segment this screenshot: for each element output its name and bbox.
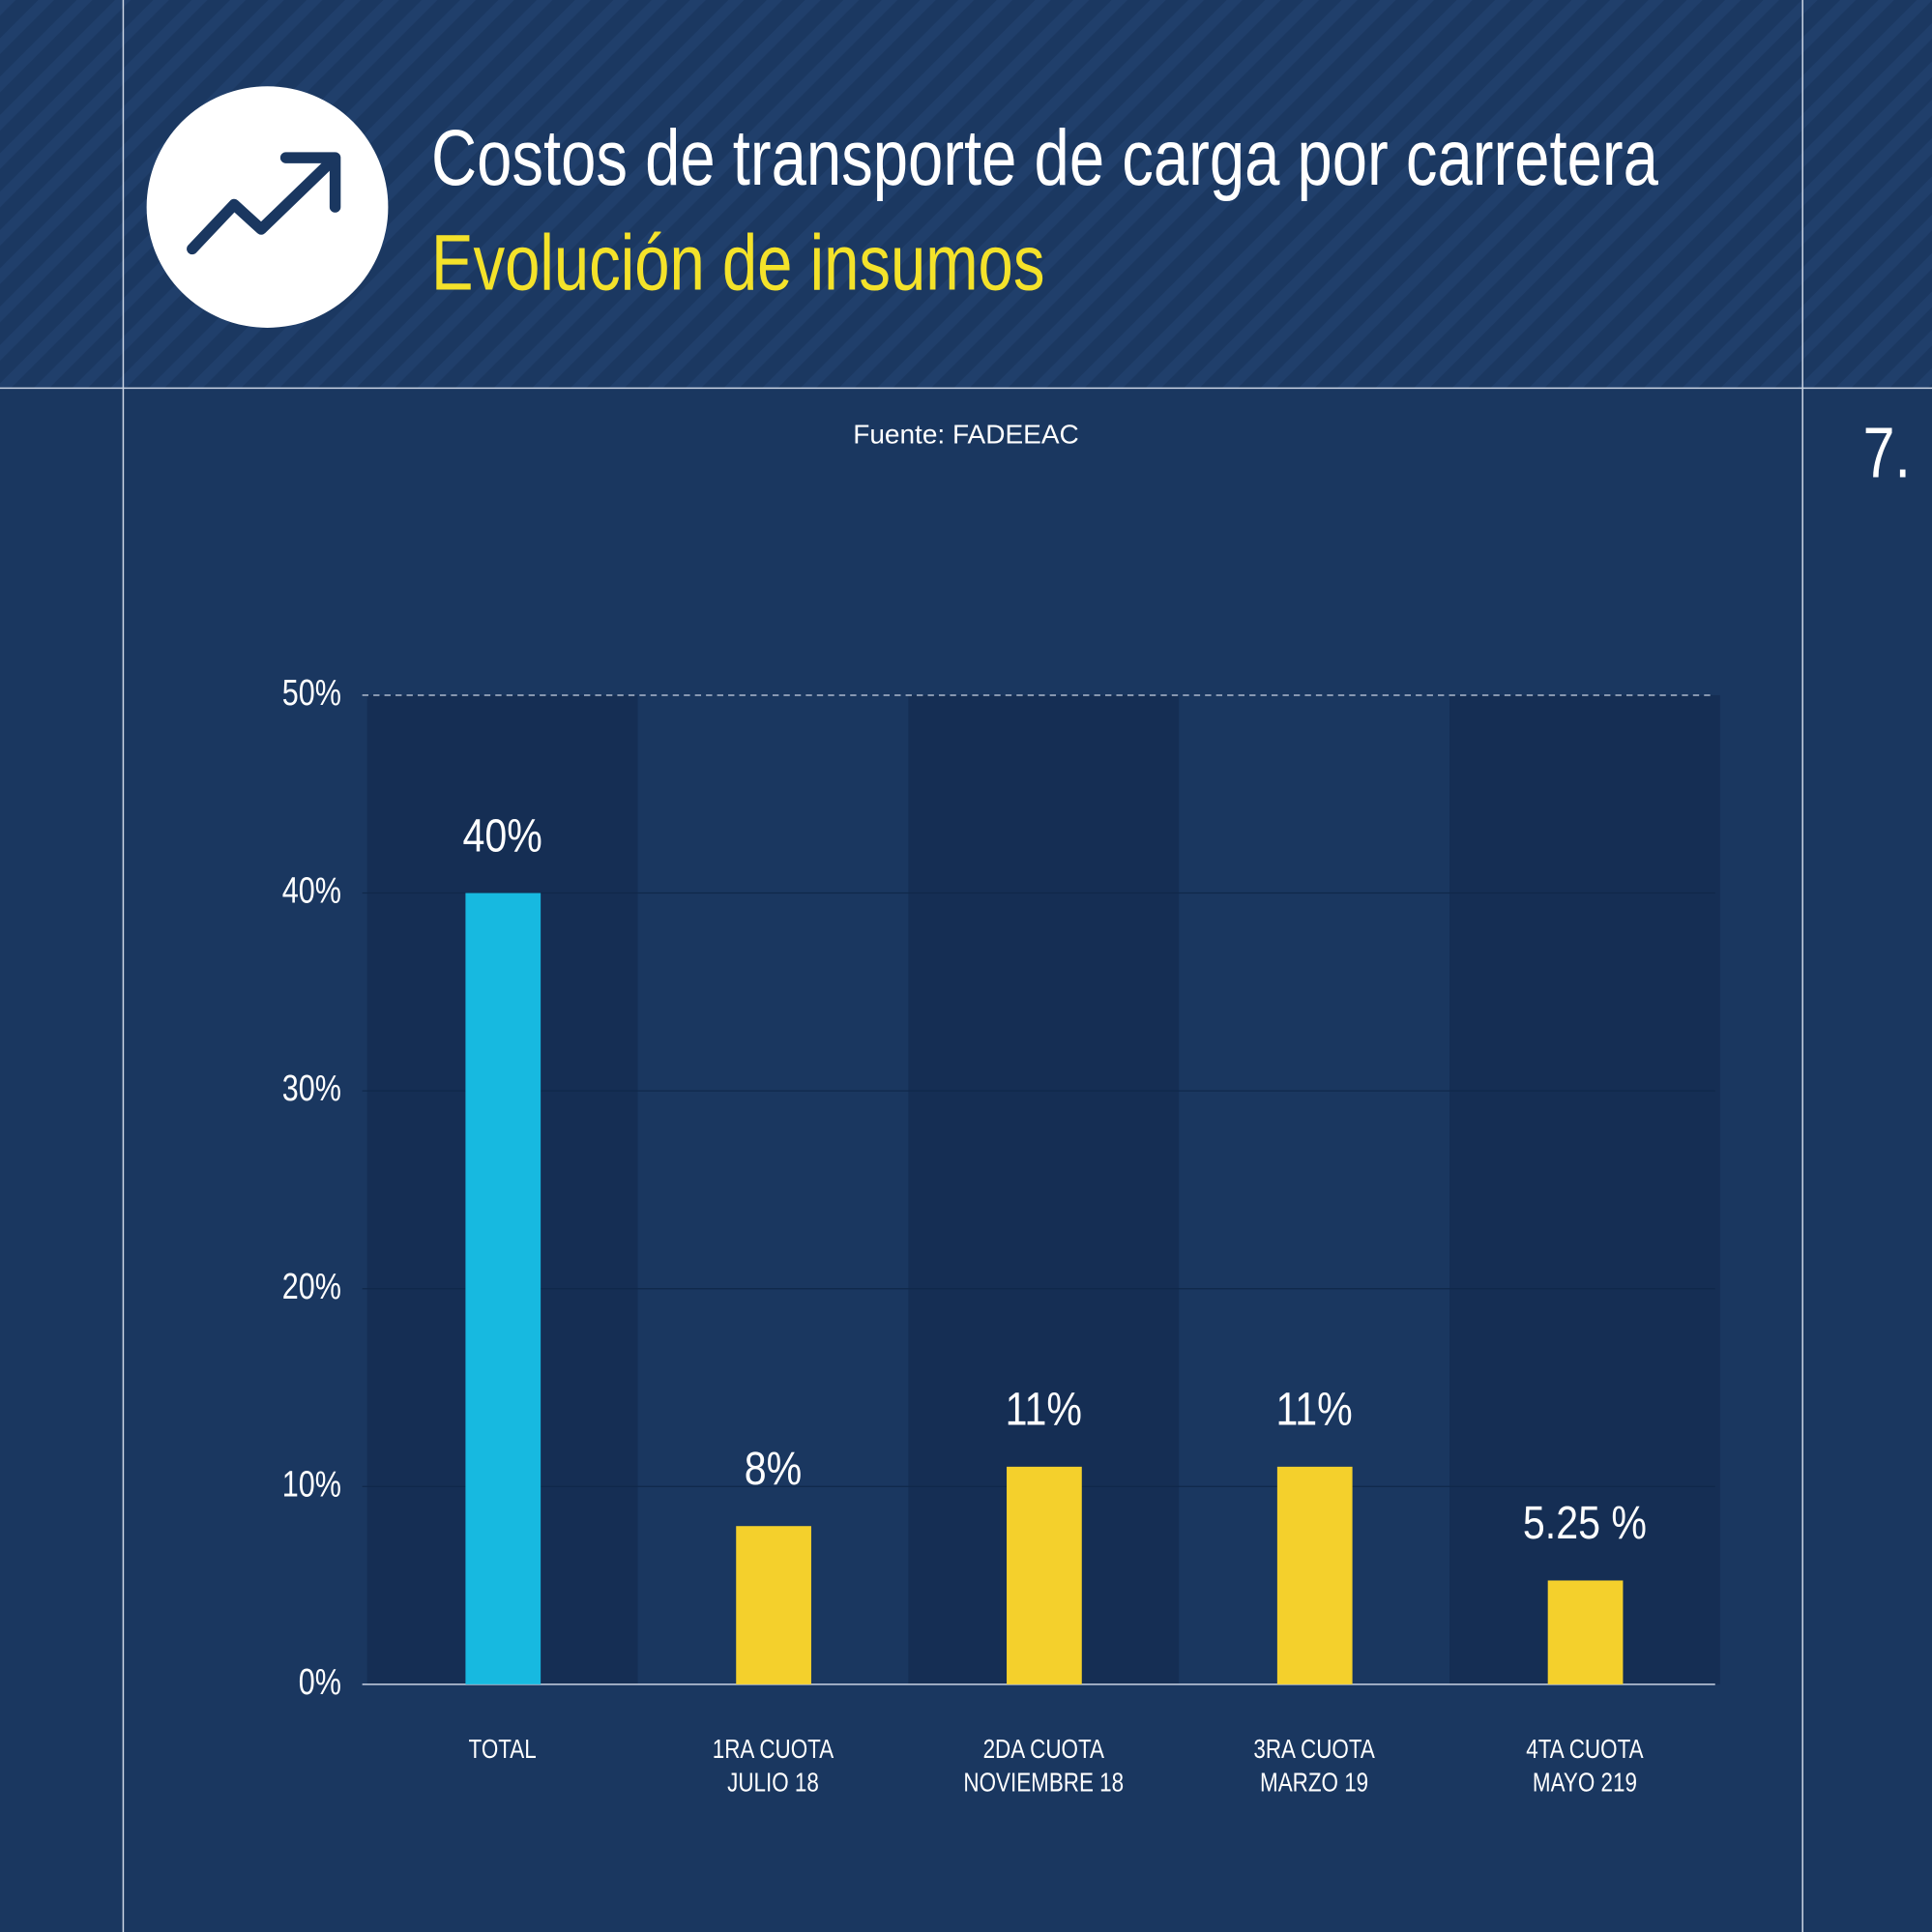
x-tick-label: 3RA CUOTA (1253, 1735, 1374, 1765)
value-label: 11% (1275, 1382, 1352, 1435)
y-tick-label: 10% (282, 1464, 341, 1505)
x-tick-label: MARZO 19 (1260, 1768, 1368, 1798)
x-tick-label: TOTAL (469, 1735, 537, 1765)
bar (465, 893, 542, 1684)
value-label: 11% (1006, 1382, 1082, 1435)
x-tick-label: MAYO 219 (1533, 1768, 1637, 1798)
y-tick-label: 30% (282, 1068, 341, 1109)
x-tick-label: JULIO 18 (727, 1768, 819, 1798)
value-label: 5.25 % (1523, 1496, 1647, 1549)
y-tick-label: 20% (282, 1267, 341, 1307)
x-tick-label: 4TA CUOTA (1526, 1735, 1643, 1765)
y-tick-label: 50% (282, 673, 341, 714)
value-label: 40% (462, 808, 542, 862)
source: Fuente: FADEEAC (853, 419, 1079, 449)
icon-circle (146, 86, 389, 328)
bar (1547, 1580, 1624, 1684)
bar (1276, 1466, 1353, 1684)
chart-subtitle: Evolución de insumos (431, 218, 1044, 307)
x-tick-label: 1RA CUOTA (713, 1735, 834, 1765)
y-tick-label: 0% (299, 1662, 341, 1703)
x-tick-label: 2DA CUOTA (983, 1735, 1104, 1765)
page-number: 7. (1863, 413, 1911, 493)
bar (736, 1526, 811, 1684)
column-band (1449, 694, 1720, 1684)
bar (1007, 1466, 1082, 1684)
chart-title: Costos de transporte de carga por carret… (431, 113, 1659, 202)
trend-icon (187, 152, 341, 255)
y-tick-label: 40% (282, 871, 341, 912)
x-tick-label: NOVIEMBRE 18 (963, 1768, 1124, 1798)
value-label: 8% (745, 1442, 802, 1495)
